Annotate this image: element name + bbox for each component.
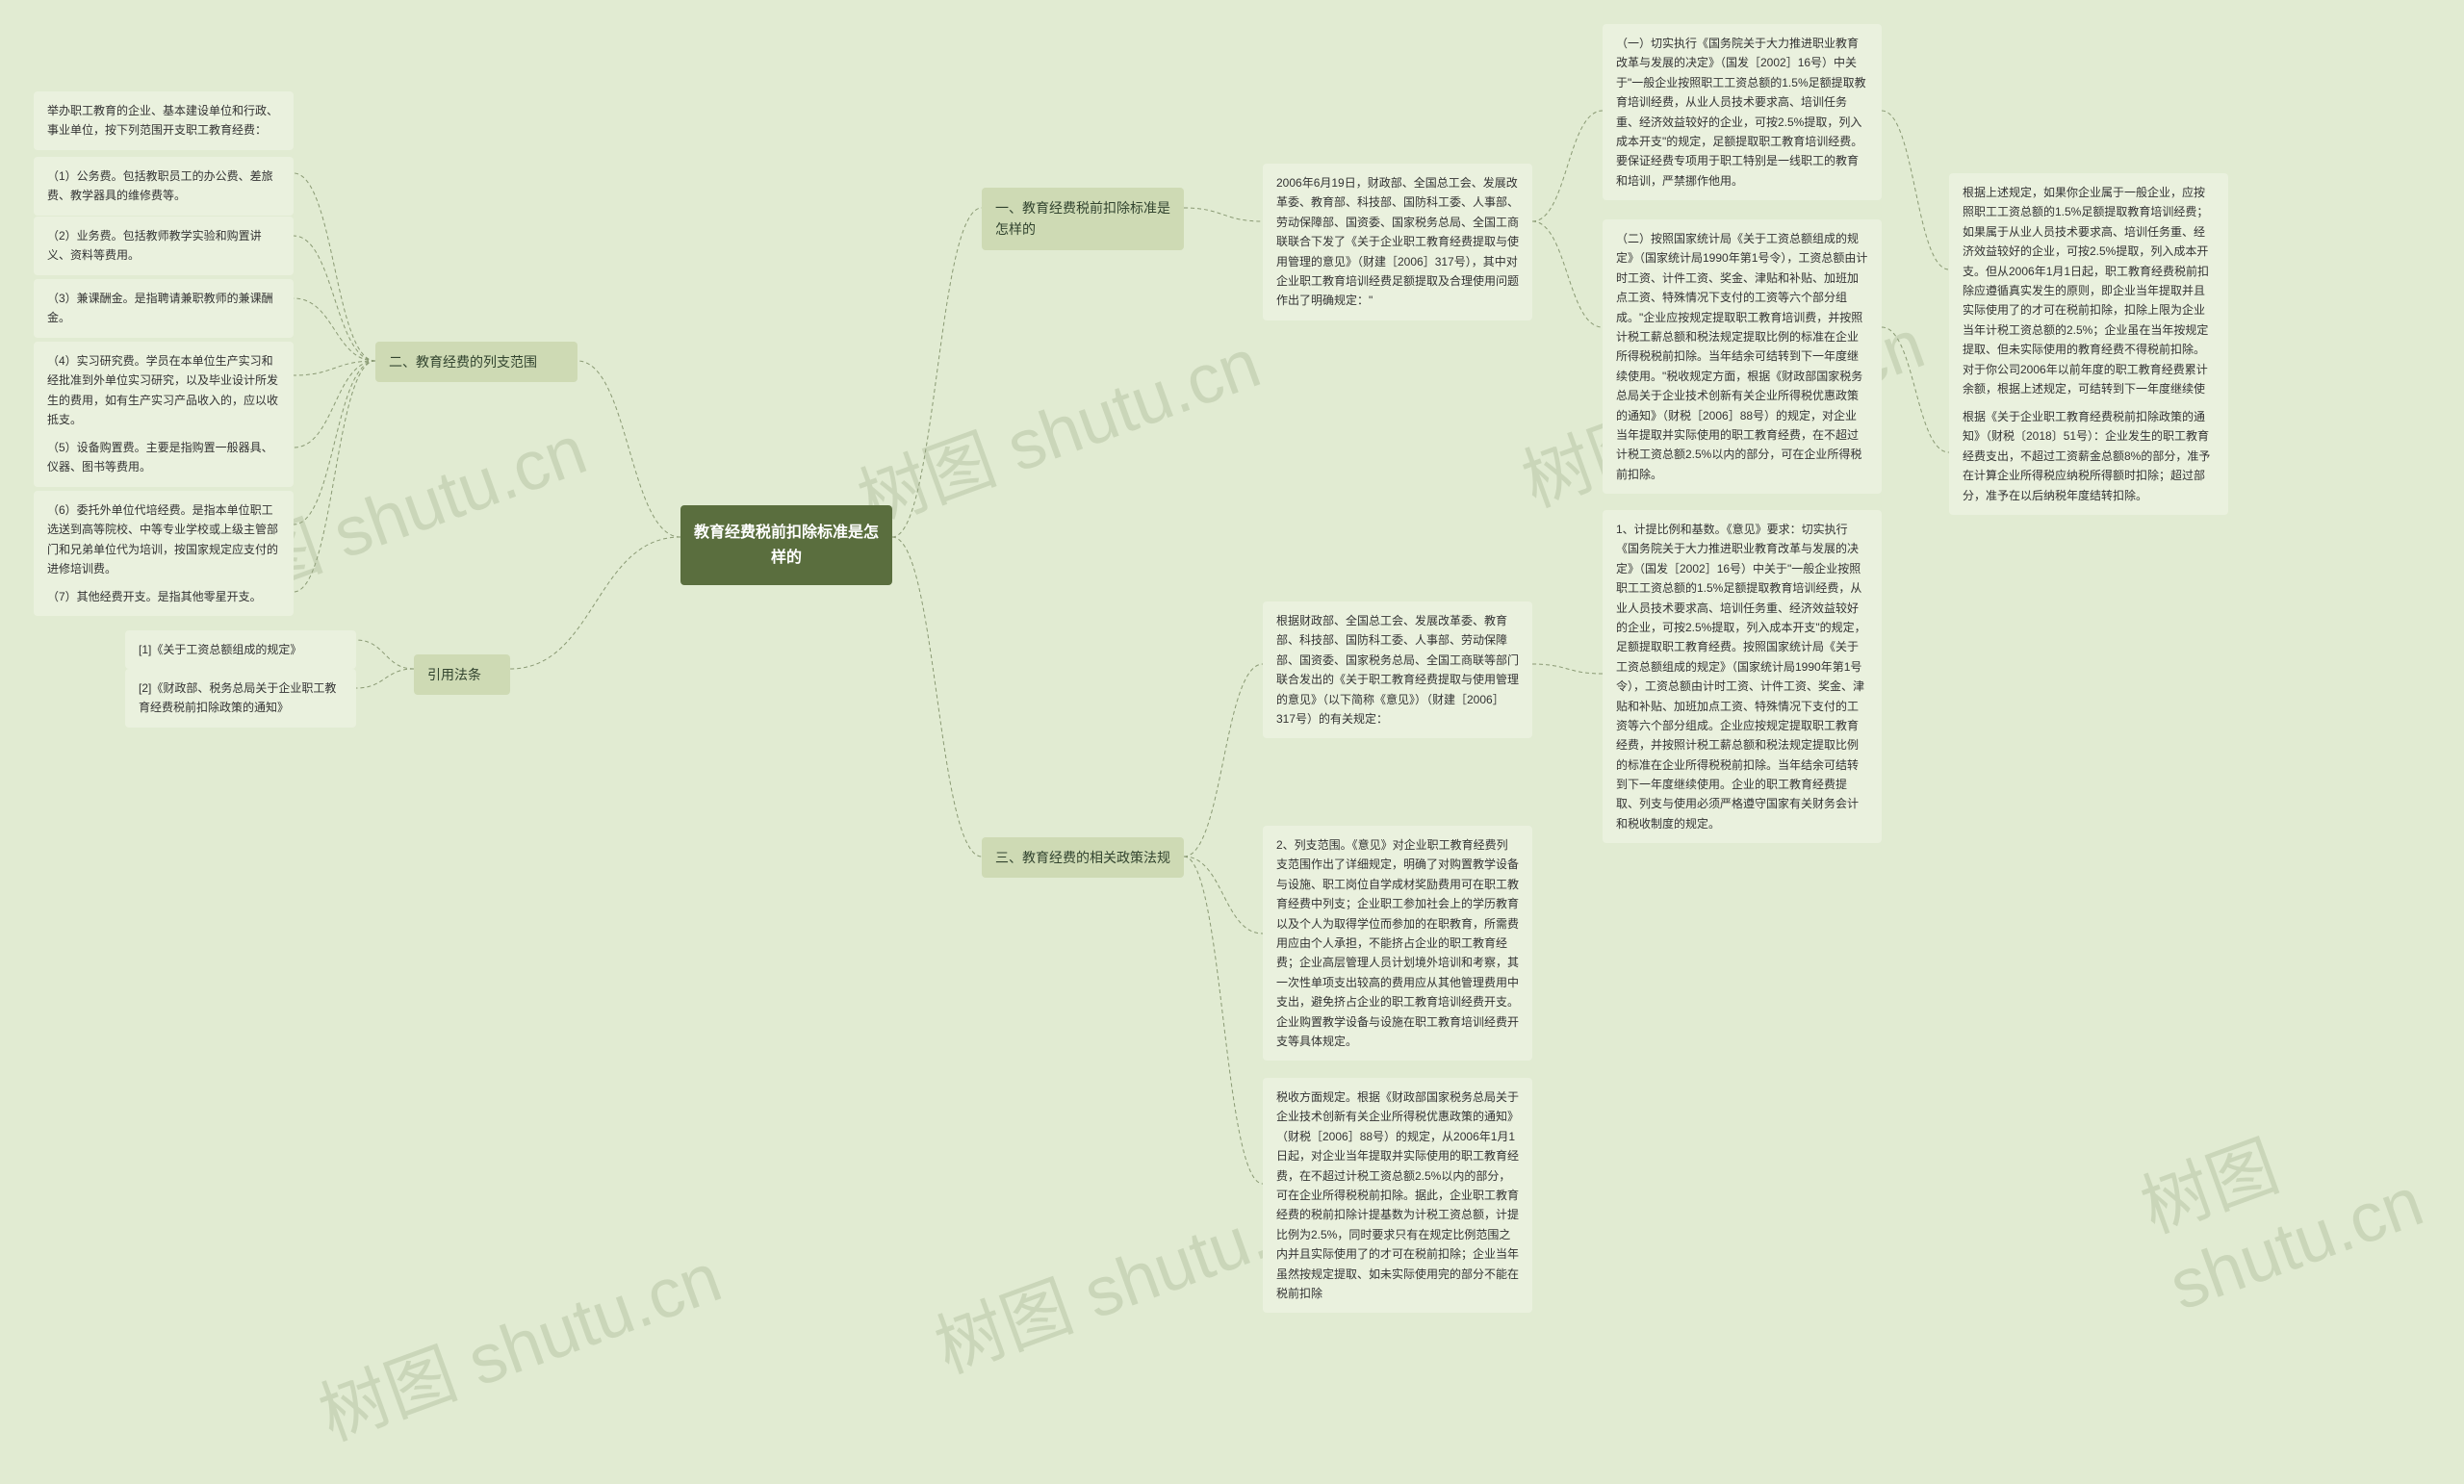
leaf-l2_5: （5）设备购置费。主要是指购置一般器具、仪器、图书等费用。 xyxy=(34,428,294,487)
leaf-l3_3: 税收方面规定。根据《财政部国家税务总局关于企业技术创新有关企业所得税优惠政策的通… xyxy=(1263,1078,1532,1313)
leaf-l2_intro: 举办职工教育的企业、基本建设单位和行政、事业单位，按下列范围开支职工教育经费： xyxy=(34,91,294,150)
leaf-ref_1: [1]《关于工资总额组成的规定》 xyxy=(125,630,356,669)
leaf-l1_1b: （二）按照国家统计局《关于工资总额组成的规定》（国家统计局1990年第1号令），… xyxy=(1603,219,1882,494)
branch-b1: 一、教育经费税前扣除标准是怎样的 xyxy=(982,188,1184,250)
leaf-l1_1a_r: 根据上述规定，如果你企业属于一般企业，应按照职工工资总额的1.5%足额提取教育培… xyxy=(1949,173,2228,428)
leaf-l3_1a: 1、计提比例和基数。《意见》要求：切实执行《国务院关于大力推进职业教育改革与发展… xyxy=(1603,510,1882,843)
root-node: 教育经费税前扣除标准是怎样的 xyxy=(680,505,892,585)
branch-b2: 二、教育经费的列支范围 xyxy=(375,342,578,382)
watermark: 树图 shutu.cn xyxy=(2125,1048,2464,1326)
leaf-l2_4: （4）实习研究费。学员在本单位生产实习和经批准到外单位实习研究，以及毕业设计所发… xyxy=(34,342,294,440)
watermark: 树图 shutu.cn xyxy=(842,307,1271,546)
watermark: 树图 shutu.cn xyxy=(303,1221,732,1460)
leaf-l1_1a: （一）切实执行《国务院关于大力推进职业教育改革与发展的决定》（国发［2002］1… xyxy=(1603,24,1882,200)
branch-b3: 三、教育经费的相关政策法规 xyxy=(982,837,1184,878)
leaf-l1_1: 2006年6月19日，财政部、全国总工会、发展改革委、教育部、科技部、国防科工委… xyxy=(1263,164,1532,320)
leaf-l1_1b_r: 根据《关于企业职工教育经费税前扣除政策的通知》（财税〔2018〕51号）：企业发… xyxy=(1949,397,2228,515)
branch-ref: 引用法条 xyxy=(414,654,510,695)
leaf-l3_2: 2、列支范围。《意见》对企业职工教育经费列支范围作出了详细规定，明确了对购置教学… xyxy=(1263,826,1532,1061)
leaf-l2_6: （6）委托外单位代培经费。是指本单位职工选送到高等院校、中等专业学校或上级主管部… xyxy=(34,491,294,589)
leaf-l2_7: （7）其他经费开支。是指其他零星开支。 xyxy=(34,577,294,616)
leaf-l2_3: （3）兼课酬金。是指聘请兼职教师的兼课酬金。 xyxy=(34,279,294,338)
leaf-l2_2: （2）业务费。包括教师教学实验和购置讲义、资料等费用。 xyxy=(34,217,294,275)
leaf-ref_2: [2]《财政部、税务总局关于企业职工教育经费税前扣除政策的通知》 xyxy=(125,669,356,728)
leaf-l2_1: （1）公务费。包括教职员工的办公费、差旅费、教学器具的维修费等。 xyxy=(34,157,294,216)
leaf-l3_1: 根据财政部、全国总工会、发展改革委、教育部、科技部、国防科工委、人事部、劳动保障… xyxy=(1263,601,1532,738)
